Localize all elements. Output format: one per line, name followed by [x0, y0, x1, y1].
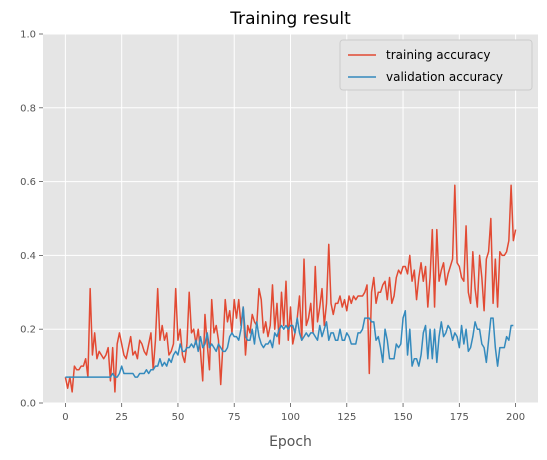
y-tick-label: 1.0: [20, 30, 36, 41]
y-tick-label: 0.0: [20, 399, 36, 410]
x-tick-label: 50: [172, 412, 185, 423]
x-tick-label: 75: [228, 412, 241, 423]
x-tick-label: 100: [281, 412, 300, 423]
y-tick-label: 0.2: [20, 325, 36, 336]
y-tick-label: 0.4: [20, 251, 36, 262]
x-tick-label: 200: [506, 412, 525, 423]
legend-label-training: training accuracy: [386, 48, 490, 62]
x-tick-label: 125: [337, 412, 356, 423]
x-tick-label: 25: [115, 412, 128, 423]
x-axis-label: Epoch: [269, 434, 312, 450]
validation-accuracy-line: [65, 306, 514, 378]
legend-label-validation: validation accuracy: [386, 70, 503, 84]
y-tick-label: 0.8: [20, 103, 36, 114]
training-accuracy-line: [64, 184, 517, 393]
x-tick-label: 0: [62, 412, 68, 423]
legend: training accuracy validation accuracy: [339, 39, 533, 91]
x-tick-label: 150: [394, 412, 413, 423]
chart-title: Training result: [229, 9, 351, 29]
series-layer: [64, 184, 517, 393]
y-tick-label: 0.6: [20, 177, 36, 188]
x-tick-label: 175: [450, 412, 469, 423]
legend-box: [339, 39, 533, 91]
tick-labels: 0 25 50 75 100 125 150 175 200 0.0 0.2 0.4 0.6 0.8 1.0: [20, 30, 525, 424]
